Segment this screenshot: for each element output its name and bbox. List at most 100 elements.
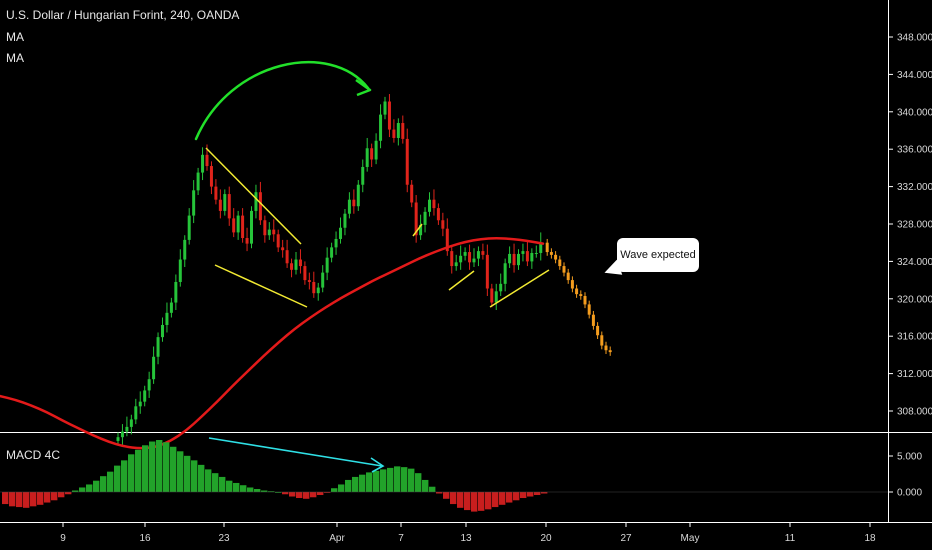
ma-indicator-label-1[interactable]: MA <box>6 30 24 44</box>
candle-body <box>387 101 391 130</box>
ma-indicator-label-2[interactable]: MA <box>6 51 24 65</box>
candle-body <box>441 220 445 229</box>
candle-body <box>236 215 240 233</box>
candle-body <box>267 229 271 236</box>
candle-body <box>312 281 316 294</box>
candle-body <box>241 215 245 239</box>
time-axis-label: 13 <box>460 533 472 544</box>
candle-body <box>534 252 538 254</box>
macd-bar <box>387 467 394 492</box>
price-axis-label: 340.000 <box>897 107 932 118</box>
candle-body <box>356 184 360 207</box>
candle-body <box>134 406 138 420</box>
candle-body <box>143 390 147 402</box>
candle-body <box>468 252 472 263</box>
candle-body <box>499 283 503 292</box>
projection-candle-body <box>596 325 600 336</box>
flag-trendline-1 <box>448 270 475 291</box>
candle-body <box>294 259 298 270</box>
projection-candle-body <box>554 254 558 260</box>
macd-panel-label[interactable]: MACD 4C <box>6 448 61 462</box>
macd-bar <box>520 492 527 499</box>
candle-body <box>307 280 311 282</box>
candle-body <box>361 166 365 185</box>
candle-body <box>508 253 512 264</box>
time-axis-label: 16 <box>139 533 151 544</box>
time-axis-label: May <box>681 533 700 544</box>
macd-bar <box>331 488 338 492</box>
candle-body <box>276 234 280 248</box>
candle-body <box>481 251 485 255</box>
candle-body <box>525 251 529 262</box>
macd-bar <box>254 488 261 492</box>
projection-candle-body <box>558 259 562 267</box>
macd-bar <box>303 492 310 499</box>
macd-bar <box>170 446 177 492</box>
candle-body <box>209 166 213 187</box>
candle-body <box>392 129 396 138</box>
projection-candle-body <box>604 345 608 351</box>
candle-body <box>156 337 160 357</box>
macd-bar <box>219 476 226 492</box>
macd-bar <box>100 476 107 492</box>
price-axis-label: 332.000 <box>897 182 932 193</box>
macd-bar <box>44 492 51 503</box>
candle-body <box>530 252 534 262</box>
projection-candle-body <box>600 335 604 346</box>
candle-body <box>445 228 449 252</box>
candle-body <box>512 253 516 266</box>
candle-body <box>192 190 196 216</box>
macd-bar <box>268 491 275 493</box>
candle-body <box>347 199 351 214</box>
macd-bar <box>86 484 93 492</box>
candle-body <box>463 252 467 256</box>
projection-candle-body <box>566 272 570 281</box>
macd-bar <box>499 492 506 505</box>
candle-body <box>281 247 285 251</box>
candle-body <box>485 254 489 289</box>
macd-bar <box>156 440 163 492</box>
candle-body <box>454 262 458 267</box>
macd-bar <box>429 486 436 492</box>
candle-body <box>129 419 133 427</box>
candle-body <box>285 250 289 264</box>
candle-body <box>517 253 520 266</box>
macd-bar <box>142 445 149 492</box>
price-axis-label: 348.000 <box>897 33 932 44</box>
candle-body <box>316 287 320 294</box>
candle-body <box>147 379 151 391</box>
candle-body <box>227 194 231 219</box>
candle-body <box>401 123 405 139</box>
arc-arrow-head <box>355 78 372 97</box>
macd-bar <box>247 487 254 492</box>
candle-body <box>165 312 169 325</box>
projection-candle-body <box>583 295 587 305</box>
candle-body <box>214 186 218 200</box>
candle-body <box>383 101 387 115</box>
chart-title: U.S. Dollar / Hungarian Forint, 240, OAN… <box>6 8 240 22</box>
candle-body <box>432 199 436 209</box>
macd-bar <box>436 492 443 494</box>
macd-bar <box>261 490 268 492</box>
candle-body <box>396 123 400 138</box>
price-axis-label: 312.000 <box>897 369 932 380</box>
candle-body <box>263 220 267 236</box>
candle-body <box>232 218 236 233</box>
small-trendline <box>412 223 423 237</box>
arc-arrow-line <box>194 60 370 141</box>
wedge-lower-trendline <box>214 264 308 308</box>
candle-body <box>196 172 200 191</box>
macd-bar <box>422 479 429 492</box>
macd-bar <box>506 492 513 503</box>
macd-bar <box>107 471 114 492</box>
candle-body <box>450 251 454 267</box>
candle-body <box>414 202 418 236</box>
macd-bar <box>65 492 72 495</box>
candle-body <box>325 257 329 273</box>
macd-bar <box>513 492 520 501</box>
price-axis-label: 316.000 <box>897 332 932 343</box>
projection-candle-body <box>587 304 591 315</box>
wave-expected-callout[interactable]: Wave expected <box>617 238 699 272</box>
projection-candle-body <box>591 314 595 326</box>
